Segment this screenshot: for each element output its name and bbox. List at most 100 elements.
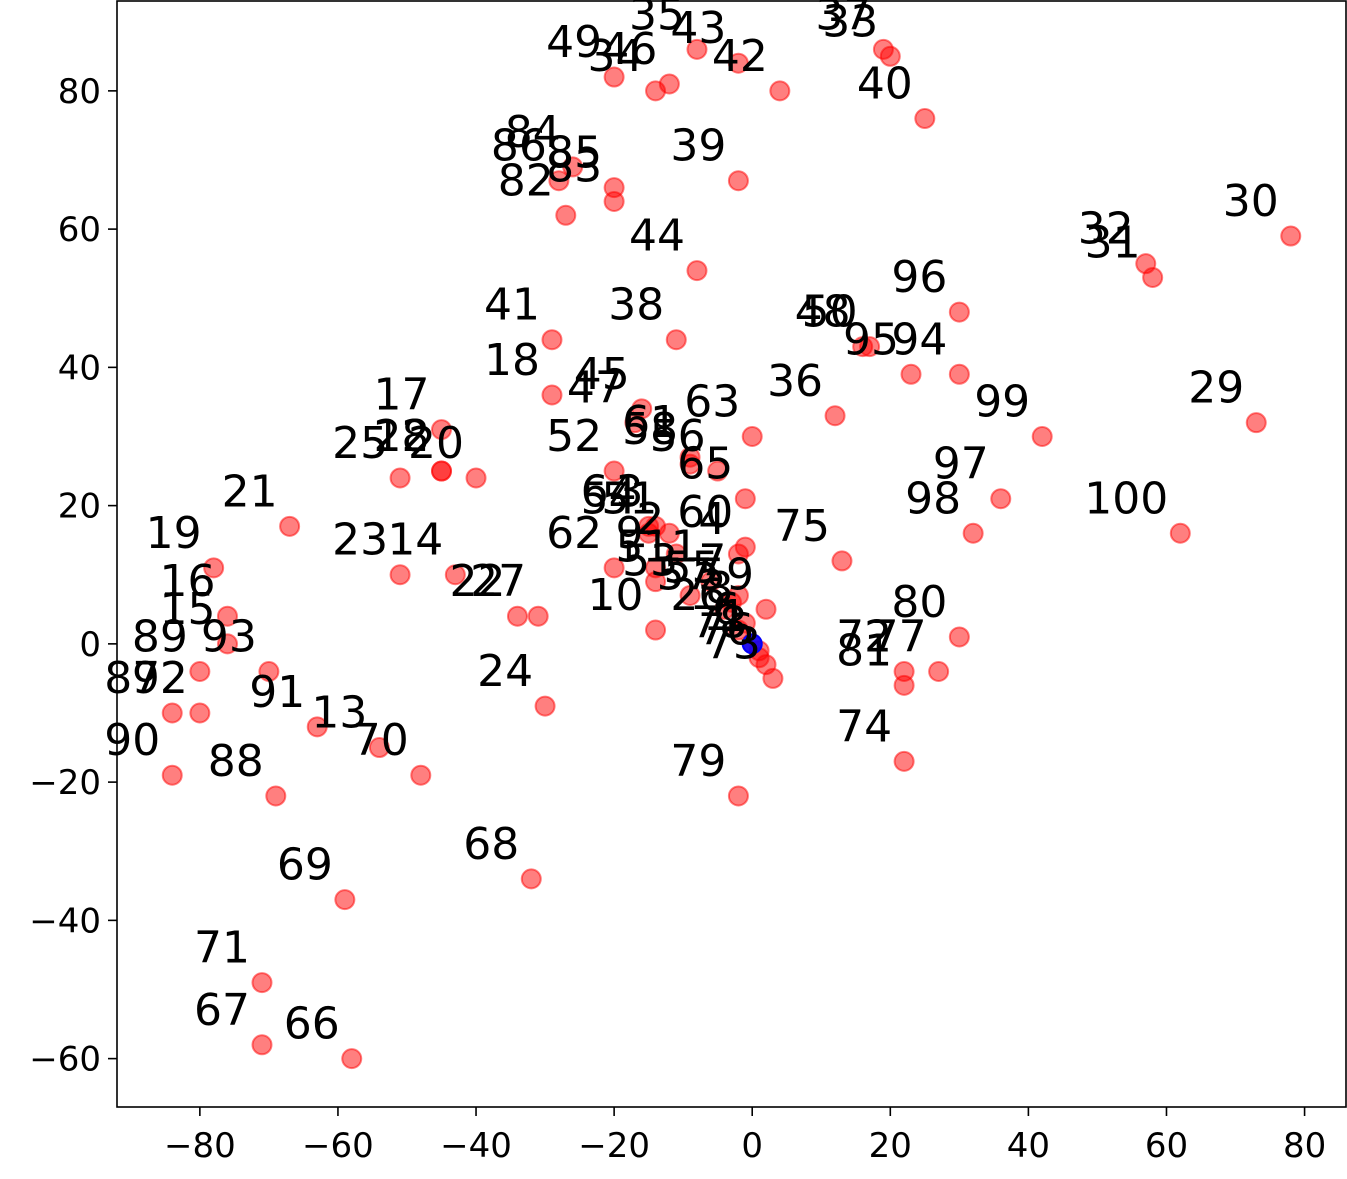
point-label: 79 [670,736,726,787]
data-point [679,584,701,606]
x-axis: −80 −60 −40 −20 0 20 40 60 80 [164,1107,1326,1166]
data-point [368,737,390,759]
data-point [872,38,894,60]
point-label: 76 [698,605,754,656]
y-tick-label: 60 [58,210,101,250]
origin-point [741,633,763,655]
point-label: 68 [463,819,519,870]
point-label: 28 [374,411,430,462]
point-label: 4 [698,494,726,545]
data-point [216,633,238,655]
point-label: 70 [353,715,409,766]
point-label: 92 [132,653,188,704]
data-point [251,972,273,994]
data-point [161,702,183,724]
data-point [520,868,542,890]
point-label: 74 [836,701,892,752]
point-label: 41 [484,280,540,331]
x-tick-label: −20 [578,1126,650,1166]
data-point [686,260,708,282]
data-point [658,73,680,95]
point-label: 12 [374,411,430,462]
data-point [948,363,970,385]
data-point [161,764,183,786]
point-label: 2 [636,494,664,545]
point-label: 88 [208,736,264,787]
point-label: 77 [871,612,927,663]
data-point [506,605,528,627]
data-point [216,605,238,627]
point-label: 38 [608,280,664,331]
point-label: 7 [698,535,726,586]
data-point [928,661,950,683]
x-tick-label: 40 [1007,1126,1050,1166]
point-label: 27 [470,556,526,607]
point-label: 22 [449,556,505,607]
x-tick-label: −60 [302,1126,374,1166]
y-tick-label: 0 [79,625,101,665]
point-label: 17 [374,370,430,421]
point-label: 24 [477,646,533,697]
data-point [527,605,549,627]
point-label: 26 [670,570,726,621]
data-point [665,329,687,351]
y-tick-label: 80 [58,72,101,112]
point-label: 61 [622,397,678,448]
data-point [534,695,556,717]
point-label: 90 [104,715,160,766]
point-label: 99 [974,376,1030,427]
data-point [700,571,722,593]
data-point [465,467,487,489]
point-label: 51 [601,473,657,524]
point-label: 45 [574,349,630,400]
data-point [431,419,453,441]
point-label: 71 [194,923,250,974]
y-tick-label: −20 [29,763,101,803]
data-point [990,488,1012,510]
point-label: 83 [546,141,602,192]
point-label: 53 [622,535,678,586]
data-point [431,460,453,482]
data-point [562,156,584,178]
point-label: 87 [104,653,160,704]
point-label: 19 [146,508,202,559]
data-point [258,661,280,683]
data-point [265,785,287,807]
data-point [1245,412,1267,434]
data-point [714,598,736,620]
point-label: 52 [546,411,602,462]
point-label: 6 [712,584,740,635]
point-label: 100 [1084,473,1168,524]
data-point [727,170,749,192]
point-label: 33 [822,0,878,47]
point-label: 8 [705,563,733,614]
point-label: 84 [505,107,561,158]
data-point [638,515,660,537]
point-label: 37 [815,0,871,40]
point-label: 58 [622,404,678,455]
y-axis: −60 −40 −20 0 20 40 60 80 [29,72,117,1080]
point-label: 98 [905,473,961,524]
data-point [279,515,301,537]
data-point [727,785,749,807]
data-point [251,1034,273,1056]
point-label: 48 [795,287,851,338]
point-label: 97 [933,439,989,490]
point-label: 44 [629,211,685,262]
point-label: 13 [311,688,367,739]
point-label: 73 [705,618,761,669]
data-point [645,557,667,579]
data-point [727,52,749,74]
point-label: 75 [774,501,830,552]
data-point [1031,425,1053,447]
data-point [1169,522,1191,544]
point-label: 30 [1223,176,1279,227]
point-label: 66 [284,999,340,1050]
data-point [341,1048,363,1070]
data-point [824,405,846,427]
point-label: 82 [498,155,554,206]
data-point [410,764,432,786]
data-point [189,661,211,683]
data-point [203,557,225,579]
point-label: 18 [484,335,540,386]
